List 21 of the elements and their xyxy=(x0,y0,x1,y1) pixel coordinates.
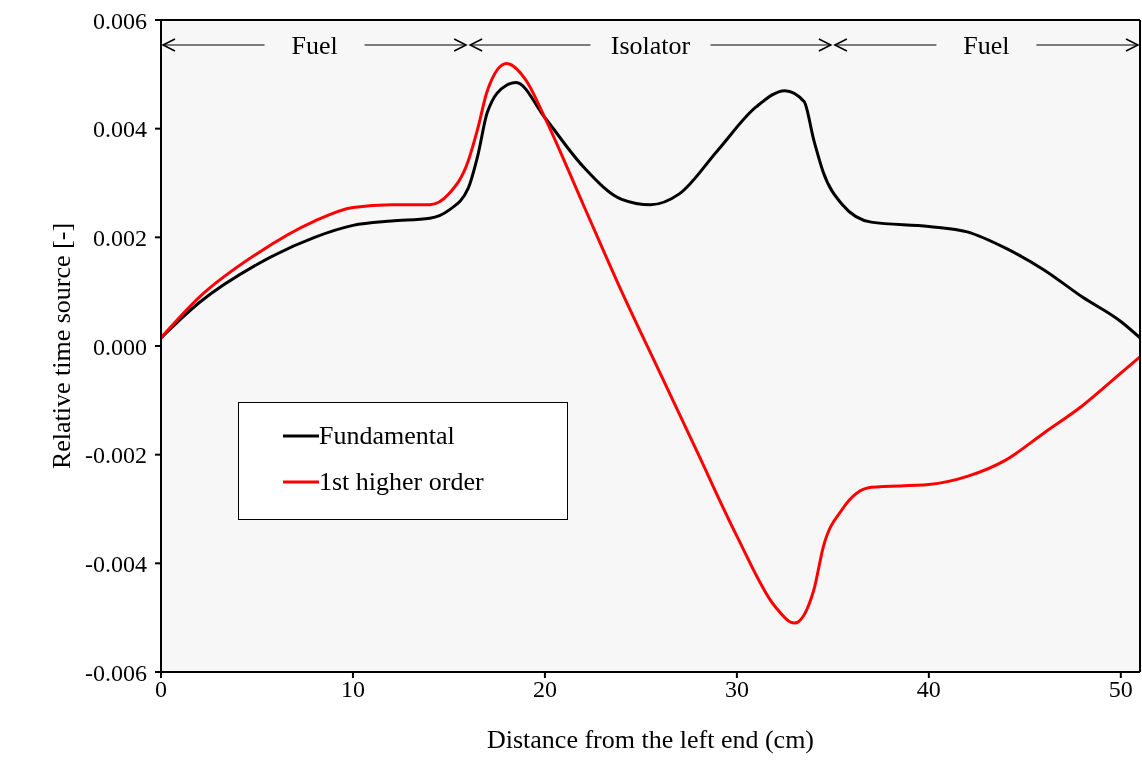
y-tick-label: -0.004 xyxy=(85,550,147,577)
y-tick-label: 0.000 xyxy=(93,333,147,360)
y-tick-label: -0.002 xyxy=(85,442,147,469)
x-tick-label: 40 xyxy=(916,676,941,703)
y-tick-label: 0.002 xyxy=(93,224,147,251)
y-axis-title: Relative time source [-] xyxy=(47,222,77,470)
x-tick-label: 10 xyxy=(340,676,365,703)
band-label: Fuel xyxy=(291,31,338,60)
legend-label: Fundamental xyxy=(319,421,455,451)
x-tick-label: 50 xyxy=(1108,676,1133,703)
band-label: Isolator xyxy=(610,31,691,60)
y-tick-label: 0.004 xyxy=(93,116,147,143)
x-tick-label: 0 xyxy=(155,676,167,703)
x-tick-label: 20 xyxy=(532,676,557,703)
x-axis-title: Distance from the left end (cm) xyxy=(486,725,815,754)
x-tick-label: 30 xyxy=(724,676,749,703)
legend-label: 1st higher order xyxy=(319,467,484,497)
y-tick-label: 0.006 xyxy=(93,7,147,34)
line-series xyxy=(161,61,1140,625)
y-tick-label: -0.006 xyxy=(85,659,147,686)
band-label: Fuel xyxy=(963,31,1010,60)
